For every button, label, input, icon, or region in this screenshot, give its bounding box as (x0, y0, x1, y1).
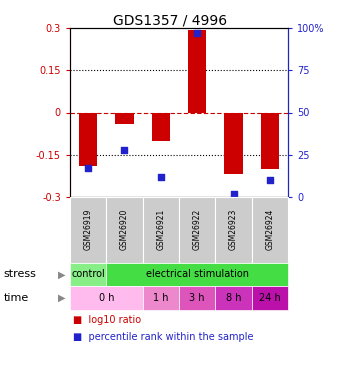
Text: GSM26921: GSM26921 (156, 209, 165, 251)
Bar (261, 112, 279, 169)
Text: ■  log10 ratio: ■ log10 ratio (73, 315, 142, 326)
Point (267, 177, 273, 183)
Text: 8 h: 8 h (226, 293, 241, 303)
Point (158, 174, 164, 180)
Bar (79, 112, 97, 166)
Bar (224, 112, 243, 174)
Text: GSM26923: GSM26923 (229, 209, 238, 251)
Text: 24 h: 24 h (259, 293, 281, 303)
Text: electrical stimulation: electrical stimulation (146, 269, 249, 279)
Text: GSM26919: GSM26919 (84, 209, 93, 251)
Text: ▶: ▶ (58, 293, 65, 303)
Text: ▶: ▶ (58, 269, 65, 279)
Text: GSM26922: GSM26922 (193, 209, 202, 251)
Bar (115, 112, 134, 124)
Text: 3 h: 3 h (190, 293, 205, 303)
Text: GSM26924: GSM26924 (265, 209, 275, 251)
Text: control: control (71, 269, 105, 279)
Point (231, 190, 236, 196)
Point (85, 165, 91, 171)
Text: stress: stress (3, 269, 36, 279)
Text: GSM26920: GSM26920 (120, 209, 129, 251)
Text: time: time (3, 293, 29, 303)
Text: ■  percentile rank within the sample: ■ percentile rank within the sample (73, 332, 254, 342)
Text: 0 h: 0 h (99, 293, 114, 303)
Bar (188, 30, 206, 112)
Point (194, 30, 200, 36)
Text: 1 h: 1 h (153, 293, 168, 303)
Bar (152, 112, 170, 141)
Point (122, 147, 127, 153)
Text: GDS1357 / 4996: GDS1357 / 4996 (114, 13, 227, 27)
